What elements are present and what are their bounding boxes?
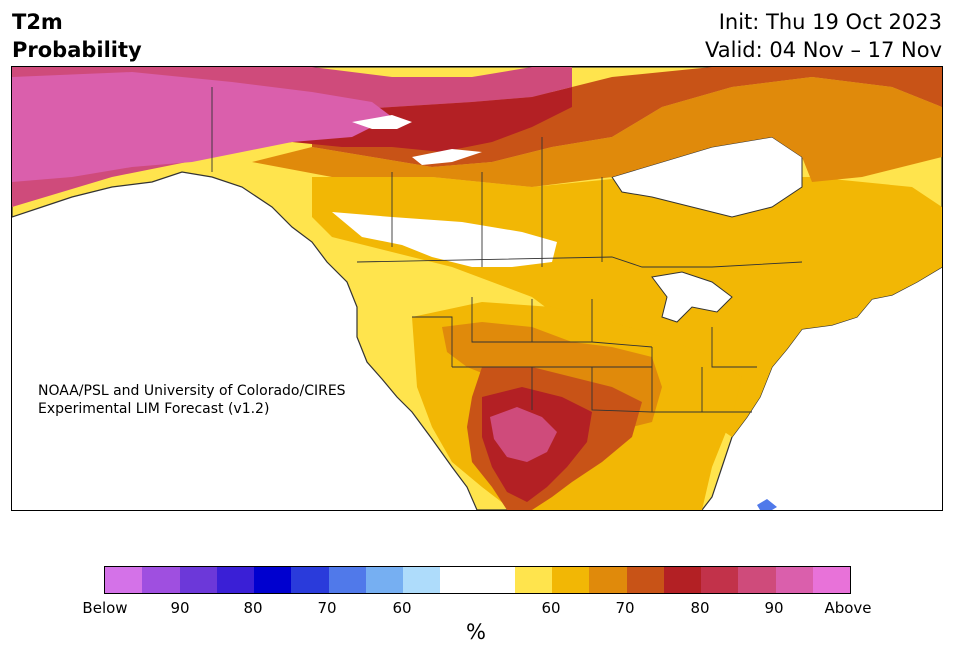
- credit-line-1: NOAA/PSL and University of Colorado/CIRE…: [38, 383, 346, 399]
- colorbar-segment: [142, 567, 180, 593]
- init-date: Init: Thu 19 Oct 2023: [718, 10, 942, 34]
- tick-above-90: 90: [764, 599, 784, 617]
- region-above-alaska: [12, 72, 392, 182]
- colorbar-segment: [179, 567, 217, 593]
- region-near-normal-hudson: [611, 136, 803, 218]
- tick-below-90: 90: [170, 599, 190, 617]
- tick-below: Below: [82, 599, 128, 617]
- region-near-normal-plains: [332, 212, 557, 267]
- colorbar-segment: [403, 567, 441, 593]
- valid-range: Valid: 04 Nov – 17 Nov: [705, 38, 942, 62]
- colorbar: [104, 566, 851, 594]
- colorbar-segment: [440, 567, 478, 593]
- tick-above-80: 80: [690, 599, 710, 617]
- region-90-texas: [490, 407, 557, 462]
- colorbar-segment: [626, 567, 664, 593]
- colorbar-segment: [812, 567, 850, 593]
- tick-above-60: 60: [541, 599, 561, 617]
- tick-below-80: 80: [243, 599, 263, 617]
- product-label: Probability: [12, 38, 142, 62]
- colorbar-segment: [254, 567, 292, 593]
- credit-text: NOAA/PSL and University of Colorado/CIRE…: [38, 382, 346, 418]
- great-slave-lake: [352, 115, 412, 129]
- colorbar-segment: [514, 567, 552, 593]
- colorbar-segment: [105, 567, 143, 593]
- tick-above-70: 70: [615, 599, 635, 617]
- region-below-caribbean: [757, 499, 777, 510]
- colorbar-segment: [365, 567, 403, 593]
- colorbar-segment: [477, 567, 515, 593]
- great-lakes: [651, 271, 733, 323]
- colorbar-segment: [216, 567, 254, 593]
- forecast-dates: Init: Thu 19 Oct 2023 Valid: 04 Nov – 17…: [705, 8, 942, 64]
- region-70-80-canada: [252, 77, 942, 187]
- political-borders: [211, 87, 803, 413]
- colorbar-segment: [328, 567, 366, 593]
- colorbar-segment: [552, 567, 590, 593]
- colorbar-segment: [663, 567, 701, 593]
- colorbar-segment: [775, 567, 813, 593]
- variable-label: T2m: [12, 10, 63, 34]
- tick-below-60: 60: [392, 599, 412, 617]
- probability-map: [11, 66, 943, 511]
- credit-line-2: Experimental LIM Forecast (v1.2): [38, 401, 270, 417]
- colorbar-segment: [291, 567, 329, 593]
- tick-above: Above: [824, 599, 872, 617]
- colorbar-unit: %: [466, 620, 486, 644]
- colorbar-segment: [589, 567, 627, 593]
- chart-title: T2m Probability: [12, 8, 142, 64]
- colorbar-segment: [701, 567, 739, 593]
- tick-below-70: 70: [317, 599, 337, 617]
- colorbar-segment: [738, 567, 776, 593]
- lake-athabasca: [412, 149, 482, 165]
- map-svg: [12, 67, 942, 510]
